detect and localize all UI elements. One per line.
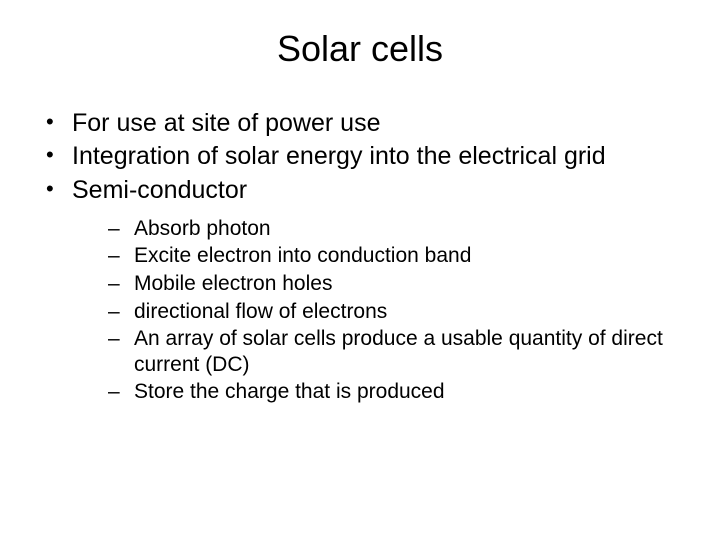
sub-bullet-item: Excite electron into conduction band [108,243,690,269]
sub-bullet-item: Mobile electron holes [108,271,690,297]
sub-bullet-item: directional flow of electrons [108,299,690,325]
bullet-list-level1: For use at site of power use Integration… [30,108,690,405]
sub-bullet-item: Absorb photon [108,216,690,242]
bullet-list-level2: Absorb photon Excite electron into condu… [72,216,690,405]
bullet-text: Semi-conductor [72,176,247,204]
slide-title: Solar cells [30,28,690,70]
bullet-item: For use at site of power use [44,108,690,139]
bullet-item: Integration of solar energy into the ele… [44,141,690,172]
sub-bullet-item: An array of solar cells produce a usable… [108,326,690,377]
bullet-item: Semi-conductor Absorb photon Excite elec… [44,175,690,406]
sub-bullet-item: Store the charge that is produced [108,379,690,405]
